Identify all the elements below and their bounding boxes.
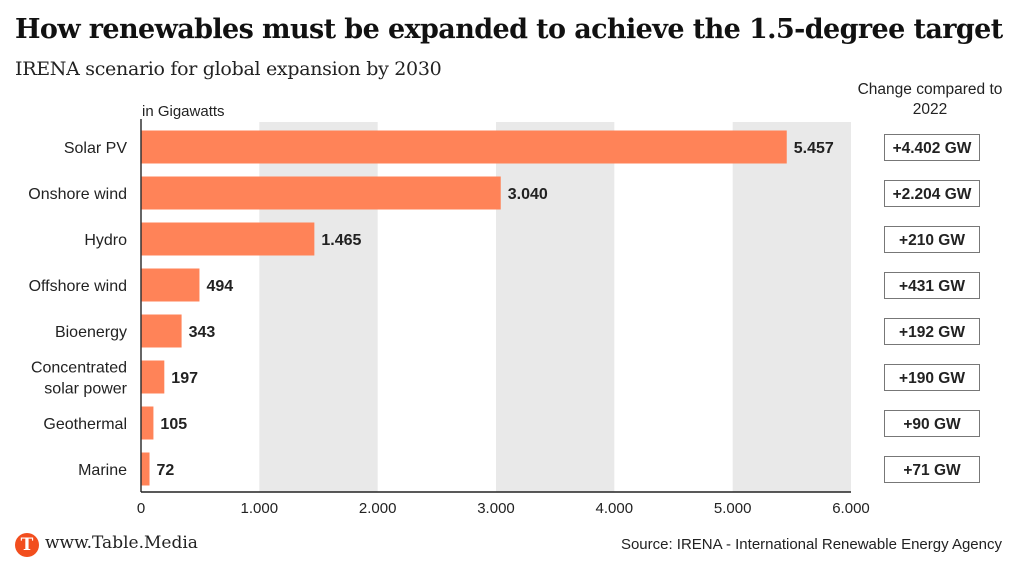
- change-badge-label: +431 GW: [899, 278, 965, 295]
- change-badge: [884, 180, 980, 207]
- grid-band: [732, 122, 851, 492]
- category-label: Hydro: [84, 232, 127, 249]
- change-badge: [884, 456, 980, 483]
- x-tick-label: 1.000: [241, 500, 279, 517]
- unit-label: in Gigawatts: [142, 103, 225, 120]
- x-tick-label: 3.000: [477, 500, 515, 517]
- source-note: Source: IRENA - International Renewable …: [620, 536, 1002, 553]
- chart-subtitle: IRENA scenario for global expansion by 2…: [15, 58, 442, 80]
- value-label: 197: [171, 370, 198, 387]
- category-label: Bioenergy: [55, 324, 127, 341]
- value-label: 5.457: [794, 140, 834, 157]
- bar-1: [141, 176, 501, 210]
- bar-5: [141, 360, 165, 394]
- footer-url: www.Table.Media: [45, 533, 198, 553]
- change-badge-label: +4.402 GW: [893, 140, 972, 157]
- change-badge-label: +192 GW: [899, 324, 965, 341]
- category-label: Concentrated: [31, 360, 127, 377]
- change-badge: [884, 134, 980, 161]
- category-label: Geothermal: [43, 416, 127, 433]
- bar-2: [141, 222, 315, 256]
- change-badge: [884, 272, 980, 299]
- change-badge-label: +2.204 GW: [893, 186, 972, 203]
- value-label: 1.465: [321, 232, 361, 249]
- change-badge: [884, 410, 980, 437]
- x-tick-label: 2.000: [359, 500, 397, 517]
- change-badge: [884, 318, 980, 345]
- x-tick-label: 5.000: [714, 500, 752, 517]
- grid-band: [496, 122, 615, 492]
- category-label: Solar PV: [64, 140, 127, 157]
- value-label: 494: [206, 278, 233, 295]
- change-badge: [884, 364, 980, 391]
- change-badge: [884, 226, 980, 253]
- value-label: 72: [157, 462, 175, 479]
- change-badge-label: +71 GW: [903, 462, 961, 479]
- change-badge-label: +90 GW: [903, 416, 961, 433]
- bar-0: [141, 130, 787, 164]
- value-label: 3.040: [508, 186, 548, 203]
- bar-7: [141, 452, 150, 486]
- x-tick-label: 0: [137, 500, 145, 517]
- table-media-logo-icon: T: [15, 533, 39, 557]
- category-label: Marine: [78, 462, 127, 479]
- bar-4: [141, 314, 182, 348]
- change-badge-label: +210 GW: [899, 232, 965, 249]
- bar-6: [141, 406, 154, 440]
- category-label: Onshore wind: [28, 186, 127, 203]
- category-label: solar power: [44, 381, 127, 398]
- change-badge-label: +190 GW: [899, 370, 965, 387]
- bar-3: [141, 268, 200, 302]
- x-tick-label: 4.000: [596, 500, 634, 517]
- value-label: 343: [189, 324, 216, 341]
- x-tick-label: 6.000: [832, 500, 870, 517]
- change-column-header: Change compared to 2022: [857, 81, 1003, 118]
- value-label: 105: [160, 416, 187, 433]
- chart-title: How renewables must be expanded to achie…: [15, 14, 1003, 45]
- category-label: Offshore wind: [29, 278, 127, 295]
